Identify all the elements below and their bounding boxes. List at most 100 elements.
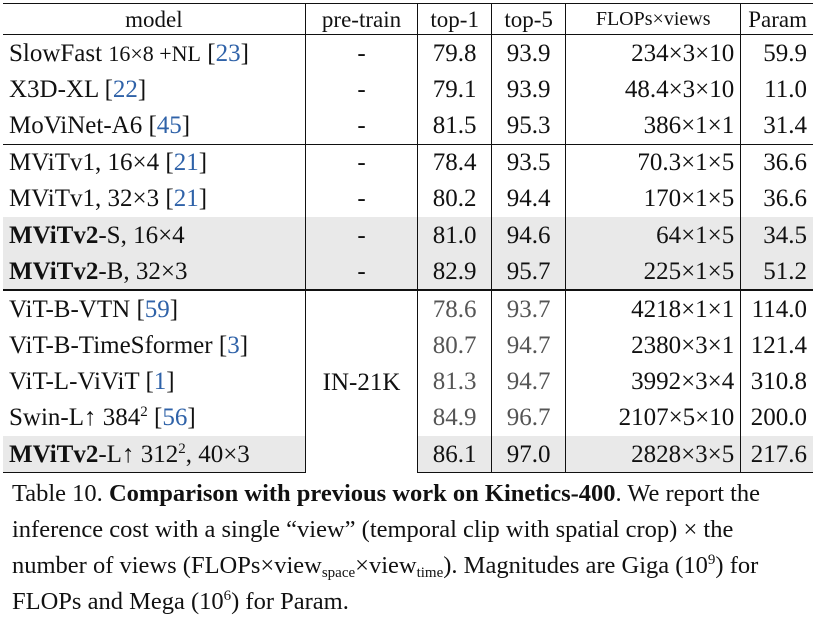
top1-cell: 78.6 <box>417 289 493 328</box>
pretrain-cell: - <box>304 71 419 108</box>
param-cell: 59.9 <box>763 39 807 67</box>
caption-text-2: ×view <box>355 552 417 579</box>
flops-cell: 234×3×10 <box>565 34 742 72</box>
top1-cell: 81.0 <box>417 216 493 254</box>
caption-sub-time: time <box>416 565 444 581</box>
model-cell: X3D-XL [22] <box>9 75 147 103</box>
flops-cell: 2107×5×10 <box>565 399 742 437</box>
param-cell: 34.5 <box>740 216 813 254</box>
model-name-rest: -B, 32×3 <box>98 257 188 285</box>
model-cell: MViTv2-L↑ 3122, 40×3 <box>3 436 306 474</box>
param-cell: 200.0 <box>750 404 807 432</box>
pretrain-cell: - <box>304 253 419 291</box>
table-row-ours: MViTv2-L↑ 3122, 40×3 86.1 97.0 2828×3×5 … <box>3 436 813 474</box>
top1-cell: 84.9 <box>417 399 493 437</box>
top5-cell: 93.5 <box>491 143 567 181</box>
citation-link[interactable]: 21 <box>173 149 199 177</box>
param-cell: 217.6 <box>740 436 813 474</box>
header-flops-views: FLOPs×views <box>565 3 742 35</box>
citation-link[interactable]: 45 <box>156 111 182 139</box>
model-cell: MoViNet-A6 [45] <box>9 111 191 139</box>
model-detail: 16×8 +NL <box>108 40 201 66</box>
table-row: X3D-XL [22] - 79.1 93.9 48.4×3×10 11.0 <box>3 71 813 108</box>
citation-link[interactable]: 1 <box>153 368 167 396</box>
top1-cell: 80.7 <box>417 327 493 364</box>
model-name: MoViNet-A6 <box>9 111 143 139</box>
top5-cell: 93.7 <box>491 289 567 328</box>
model-name: ViT-L-ViViT <box>9 368 140 396</box>
pretrain-cell: - <box>304 216 419 254</box>
pretrain-cell-merged: IN-21K <box>304 289 419 473</box>
model-cell: ViT-L-ViViT [1] <box>9 368 175 396</box>
results-table: model pre-train top-1 top-5 FLOPs×views … <box>3 3 813 474</box>
top1-cell: 79.8 <box>417 34 493 72</box>
citation-link[interactable]: 22 <box>112 75 138 103</box>
table-row-ours: MViTv2-B, 32×3 - 82.9 95.7 225×1×5 51.2 <box>3 253 813 291</box>
flops-cell: 4218×1×1 <box>565 289 742 328</box>
model-cell: Swin-L↑ 3842 [56] <box>9 404 196 432</box>
model-cell: MViTv2-S, 16×4 <box>3 216 306 254</box>
model-name: SlowFast <box>9 39 103 67</box>
top5-cell-best: 95.7 <box>491 253 567 291</box>
model-name: MViTv1, 32×3 <box>9 185 160 213</box>
top1-cell: 81.3 <box>417 363 493 400</box>
flops-cell: 70.3×1×5 <box>565 143 742 181</box>
header-top5: top-5 <box>491 3 567 35</box>
top1-cell-best: 82.9 <box>417 253 493 291</box>
caption-text-4: ) for FLOPs and Mega (10 <box>12 552 759 615</box>
model-name-rest: -S, 16×4 <box>98 221 185 249</box>
caption-text-3: ). Magnitudes are Giga (10 <box>443 552 708 579</box>
param-cell: 11.0 <box>764 75 807 103</box>
model-name-bold: MViTv2 <box>9 440 99 468</box>
table-row: MViTv1, 32×3 [21] - 80.2 94.4 170×1×5 36… <box>3 180 813 217</box>
top5-cell: 94.4 <box>491 180 567 217</box>
param-cell: 310.8 <box>750 368 807 396</box>
flops-cell: 2828×3×5 <box>565 436 742 474</box>
param-cell: 121.4 <box>750 332 807 360</box>
caption-label: Table 10. <box>12 480 103 507</box>
citation-link[interactable]: 23 <box>215 39 241 67</box>
top5-cell-best: 97.0 <box>491 436 567 474</box>
pretrain-cell: - <box>304 143 419 181</box>
table-row: Swin-L↑ 3842 [56] 84.9 96.7 2107×5×10 20… <box>3 399 813 437</box>
table-row: MoViNet-A6 [45] - 81.5 95.3 386×1×1 31.4 <box>3 107 813 145</box>
pretrain-cell: - <box>304 180 419 217</box>
top5-cell: 94.7 <box>491 363 567 400</box>
model-name-bold: MViTv2 <box>9 257 99 285</box>
top1-cell: 78.4 <box>417 143 493 181</box>
superscript: 2 <box>140 404 148 421</box>
param-cell: 36.6 <box>740 143 813 181</box>
table-row-ours: MViTv2-S, 16×4 - 81.0 94.6 64×1×5 34.5 <box>3 216 813 254</box>
model-cell: SlowFast 16×8 +NL [23] <box>9 39 249 67</box>
pretrain-cell: - <box>304 107 419 145</box>
table-row: ViT-L-ViViT [1] 81.3 94.7 3992×3×4 310.8 <box>3 363 813 400</box>
top5-cell: 93.9 <box>491 71 567 108</box>
top5-cell: 94.6 <box>491 216 567 254</box>
flops-cell: 170×1×5 <box>565 180 742 217</box>
citation-link[interactable]: 3 <box>227 332 240 360</box>
top5-cell: 96.7 <box>491 399 567 437</box>
pretrain-cell: - <box>304 34 419 72</box>
citation-link[interactable]: 59 <box>144 295 170 323</box>
flops-cell: 64×1×5 <box>565 216 742 254</box>
table-row: ViT-B-TimeSformer [3] 80.7 94.7 2380×3×1… <box>3 327 813 364</box>
flops-cell: 48.4×3×10 <box>565 71 742 108</box>
caption-sub-space: space <box>321 565 356 581</box>
flops-cell: 386×1×1 <box>565 107 742 145</box>
top1-cell: 81.5 <box>417 107 493 145</box>
param-cell: 31.4 <box>763 111 807 139</box>
header-model: model <box>3 3 306 35</box>
model-cell: ViT-B-TimeSformer [3] <box>9 332 249 360</box>
model-cell: MViTv1, 16×4 [21] <box>3 143 306 181</box>
citation-link[interactable]: 56 <box>162 404 188 432</box>
flops-cell: 225×1×5 <box>565 253 742 291</box>
top5-cell: 93.9 <box>491 34 567 72</box>
model-cell: MViTv1, 32×3 [21] <box>9 185 208 213</box>
flops-cell: 3992×3×4 <box>565 363 742 400</box>
citation-link[interactable]: 21 <box>173 185 199 213</box>
param-cell: 114.0 <box>740 289 813 328</box>
header-pretrain: pre-train <box>304 3 419 35</box>
flops-cell: 2380×3×1 <box>565 327 742 364</box>
model-name: ViT-B-TimeSformer <box>9 332 213 360</box>
